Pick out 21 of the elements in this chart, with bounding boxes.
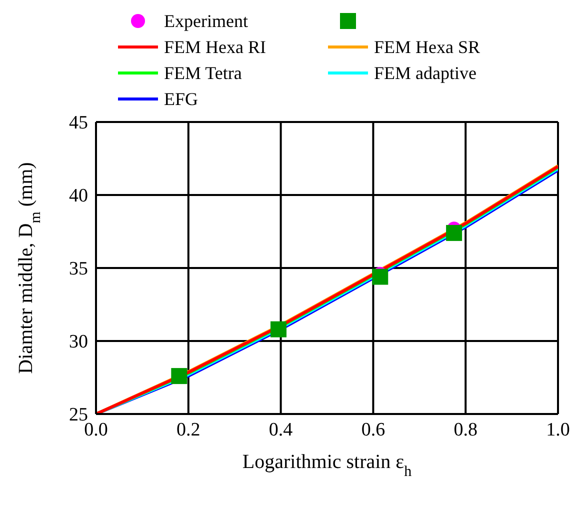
legend-label: FEM Hexa SR xyxy=(374,36,480,58)
x-tick-label: 0.4 xyxy=(268,419,294,440)
y-tick-label: 30 xyxy=(69,332,88,353)
point xyxy=(372,268,388,285)
x-tick-label: 0.8 xyxy=(454,419,478,440)
x-tick-label: 1.0 xyxy=(546,419,570,440)
legend-label: FEM adaptive xyxy=(374,62,476,84)
legend-label: FEM Tetra xyxy=(164,62,242,84)
x-axis-title: Logarithmic strain ε$_{h}$ xyxy=(242,451,412,480)
legend-label: Experiment xyxy=(164,10,248,32)
point xyxy=(446,224,462,241)
x-tick-label: 0.2 xyxy=(176,419,200,440)
y-tick-label: 35 xyxy=(69,258,88,280)
y-tick-label: 45 xyxy=(69,112,88,134)
y-tick-label: 40 xyxy=(69,186,88,207)
legend-label: FEM Hexa RI xyxy=(164,36,266,58)
x-tick-label: 0.0 xyxy=(84,419,108,440)
point xyxy=(270,321,286,338)
legend-label: EFG xyxy=(164,88,198,110)
point xyxy=(171,368,188,384)
x-tick-label: 0.6 xyxy=(361,419,386,440)
